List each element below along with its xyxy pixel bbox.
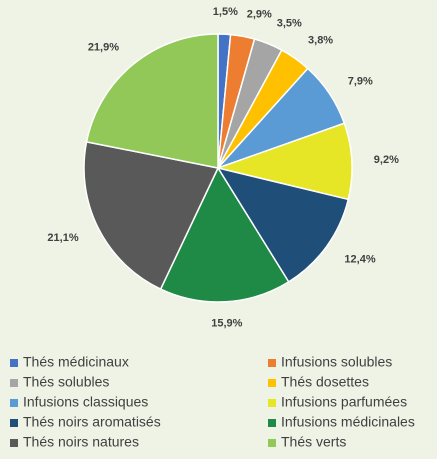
legend-label: Thés solubles: [23, 374, 109, 390]
legend-label: Thés dosettes: [281, 374, 369, 390]
data-label: 1,5%: [213, 6, 238, 18]
data-label: 9,2%: [374, 154, 399, 166]
legend-label: Thés noirs natures: [23, 434, 139, 450]
data-label: 3,8%: [308, 35, 333, 47]
legend-label: Infusions solubles: [281, 354, 392, 370]
pie-slice: [159, 166, 290, 303]
legend-swatch: [268, 359, 276, 367]
pie-slice: [83, 141, 220, 291]
legend-swatch: [268, 379, 276, 387]
data-label: 21,1%: [47, 232, 78, 244]
legend-label: Thés verts: [281, 434, 346, 450]
data-label: 12,4%: [344, 253, 375, 265]
legend-label: Thés médicinaux: [23, 354, 129, 370]
data-label: 21,9%: [88, 41, 119, 53]
legend-label: Thés noirs aromatisés: [23, 414, 161, 430]
legend-swatch: [10, 359, 18, 367]
legend-label: Infusions classiques: [23, 394, 148, 410]
legend-swatch: [10, 399, 18, 407]
legend-label: Infusions médicinales: [281, 414, 415, 430]
pie-slice: [215, 122, 353, 201]
data-label: 3,5%: [277, 17, 302, 29]
legend-swatch: [10, 419, 18, 427]
data-label: 7,9%: [348, 75, 373, 87]
data-label: 15,9%: [211, 318, 242, 330]
pie-slice: [85, 33, 219, 169]
legend-swatch: [10, 439, 18, 447]
legend-swatch: [268, 439, 276, 447]
pie-slice: [216, 166, 350, 283]
legend-swatch: [268, 399, 276, 407]
legend-label: Infusions parfumées: [281, 394, 407, 410]
data-label: 2,9%: [247, 9, 272, 21]
legend-swatch: [10, 379, 18, 387]
legend-swatch: [268, 419, 276, 427]
